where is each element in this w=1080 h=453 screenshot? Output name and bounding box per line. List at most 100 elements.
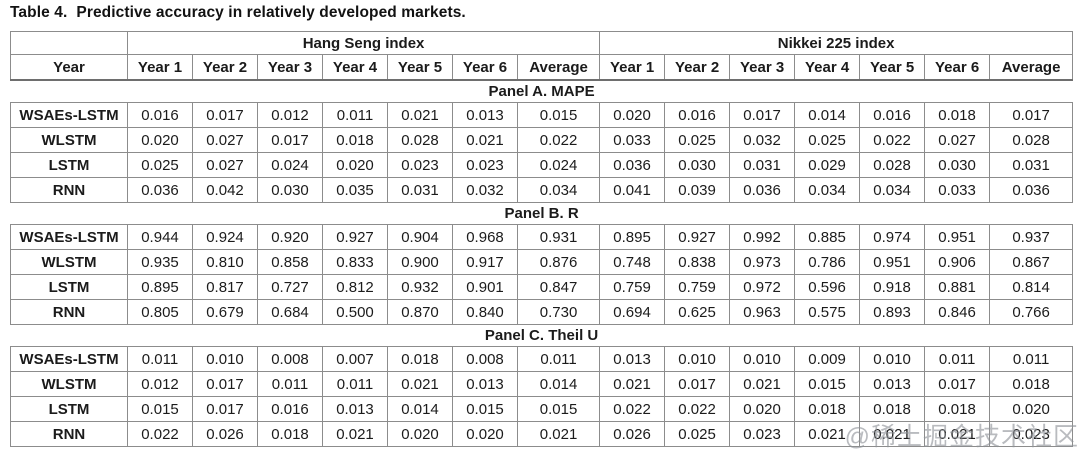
table-row: RNN 0.036 0.042 0.030 0.035 0.031 0.032 0.034 0.… xyxy=(10,177,1074,203)
table-row: WSAEs-LSTM 0.011 0.010 0.008 0.007 0.018 0.008… xyxy=(10,346,1074,372)
column-header-row: Year Year 1 Year 2 Year 3 Year 4 Year 5 … xyxy=(10,54,1074,81)
value-cell: 0.017 xyxy=(257,127,323,153)
value-cell: 0.031 xyxy=(387,177,453,203)
value-cell: 0.023 xyxy=(729,421,796,447)
table-row: WSAEs-LSTM 0.944 0.924 0.920 0.927 0.904 0.968… xyxy=(10,224,1074,250)
value-cell: 0.951 xyxy=(859,249,926,275)
col-header: Year 2 xyxy=(664,54,731,81)
panel-label: Panel B. R xyxy=(10,202,1073,225)
col-header: Year 6 xyxy=(452,54,518,81)
panel-label: Panel A. MAPE xyxy=(10,79,1073,103)
value-cell: 0.901 xyxy=(452,274,518,300)
value-cell: 0.025 xyxy=(664,127,731,153)
col-header: Year 1 xyxy=(127,54,193,81)
value-cell: 0.034 xyxy=(516,177,601,203)
value-cell: 0.596 xyxy=(794,274,861,300)
value-cell: 0.730 xyxy=(516,299,601,325)
value-cell: 0.011 xyxy=(322,102,388,128)
value-cell: 0.838 xyxy=(664,249,731,275)
value-cell: 0.010 xyxy=(192,346,258,372)
model-name-cell: LSTM xyxy=(10,152,128,178)
table-title-text: Predictive accuracy in relatively develo… xyxy=(76,4,466,21)
value-cell: 0.805 xyxy=(127,299,193,325)
col-header: Year 1 xyxy=(599,54,666,81)
value-cell: 0.013 xyxy=(322,396,388,422)
value-cell: 0.032 xyxy=(452,177,518,203)
group-header-hang-seng: Hang Seng index xyxy=(126,31,601,55)
model-name-cell: WLSTM xyxy=(10,249,128,275)
value-cell: 0.007 xyxy=(322,346,388,372)
value-cell: 0.022 xyxy=(516,127,601,153)
group-header-nikkei: Nikkei 225 index xyxy=(599,31,1074,55)
value-cell: 0.022 xyxy=(599,396,666,422)
value-cell: 0.028 xyxy=(387,127,453,153)
panel-header-row: Panel B. R xyxy=(10,202,1073,225)
value-cell: 0.972 xyxy=(729,274,796,300)
value-cell: 0.018 xyxy=(794,396,861,422)
value-cell: 0.036 xyxy=(729,177,796,203)
value-cell: 0.931 xyxy=(516,224,601,250)
panel-label: Panel C. Theil U xyxy=(10,324,1073,347)
value-cell: 0.021 xyxy=(794,421,861,447)
value-cell: 0.024 xyxy=(516,152,601,178)
value-cell: 0.833 xyxy=(322,249,388,275)
value-cell: 0.035 xyxy=(322,177,388,203)
value-cell: 0.025 xyxy=(794,127,861,153)
value-cell: 0.036 xyxy=(599,152,666,178)
value-cell: 0.023 xyxy=(387,152,453,178)
value-cell: 0.029 xyxy=(794,152,861,178)
value-cell: 0.010 xyxy=(729,346,796,372)
value-cell: 0.009 xyxy=(794,346,861,372)
value-cell: 0.867 xyxy=(989,249,1074,275)
col-header: Year 5 xyxy=(859,54,926,81)
col-header: Year 3 xyxy=(257,54,323,81)
value-cell: 0.018 xyxy=(989,371,1074,397)
value-cell: 0.858 xyxy=(257,249,323,275)
value-cell: 0.963 xyxy=(729,299,796,325)
value-cell: 0.927 xyxy=(322,224,388,250)
value-cell: 0.018 xyxy=(387,346,453,372)
value-cell: 0.885 xyxy=(794,224,861,250)
value-cell: 0.021 xyxy=(387,371,453,397)
value-cell: 0.022 xyxy=(859,127,926,153)
value-cell: 0.030 xyxy=(664,152,731,178)
value-cell: 0.017 xyxy=(924,371,991,397)
value-cell: 0.024 xyxy=(257,152,323,178)
value-cell: 0.032 xyxy=(729,127,796,153)
value-cell: 0.023 xyxy=(989,421,1074,447)
value-cell: 0.012 xyxy=(127,371,193,397)
value-cell: 0.010 xyxy=(664,346,731,372)
model-name-cell: WLSTM xyxy=(10,127,128,153)
value-cell: 0.895 xyxy=(127,274,193,300)
value-cell: 0.786 xyxy=(794,249,861,275)
col-header: Year 4 xyxy=(322,54,388,81)
value-cell: 0.025 xyxy=(127,152,193,178)
value-cell: 0.881 xyxy=(924,274,991,300)
col-header: Average xyxy=(989,54,1074,81)
value-cell: 0.840 xyxy=(452,299,518,325)
value-cell: 0.011 xyxy=(924,346,991,372)
value-cell: 0.010 xyxy=(859,346,926,372)
value-cell: 0.023 xyxy=(452,152,518,178)
value-cell: 0.030 xyxy=(924,152,991,178)
value-cell: 0.027 xyxy=(192,127,258,153)
value-cell: 0.895 xyxy=(599,224,666,250)
table-row: LSTM 0.025 0.027 0.024 0.020 0.023 0.023 0.024 0… xyxy=(10,152,1074,178)
value-cell: 0.017 xyxy=(192,396,258,422)
corner-cell xyxy=(10,31,128,55)
value-cell: 0.847 xyxy=(516,274,601,300)
table-row: WLSTM 0.012 0.017 0.011 0.011 0.021 0.013 0.014… xyxy=(10,371,1074,397)
col-header: Average xyxy=(516,54,601,81)
table-row: WLSTM 0.020 0.027 0.017 0.018 0.028 0.021 0.022… xyxy=(10,127,1074,153)
col-header: Year 3 xyxy=(729,54,796,81)
value-cell: 0.016 xyxy=(664,102,731,128)
value-cell: 0.042 xyxy=(192,177,258,203)
value-cell: 0.013 xyxy=(859,371,926,397)
value-cell: 0.036 xyxy=(127,177,193,203)
value-cell: 0.011 xyxy=(989,346,1074,372)
value-cell: 0.014 xyxy=(516,371,601,397)
col-header: Year 4 xyxy=(794,54,861,81)
value-cell: 0.021 xyxy=(452,127,518,153)
value-cell: 0.020 xyxy=(989,396,1074,422)
value-cell: 0.500 xyxy=(322,299,388,325)
